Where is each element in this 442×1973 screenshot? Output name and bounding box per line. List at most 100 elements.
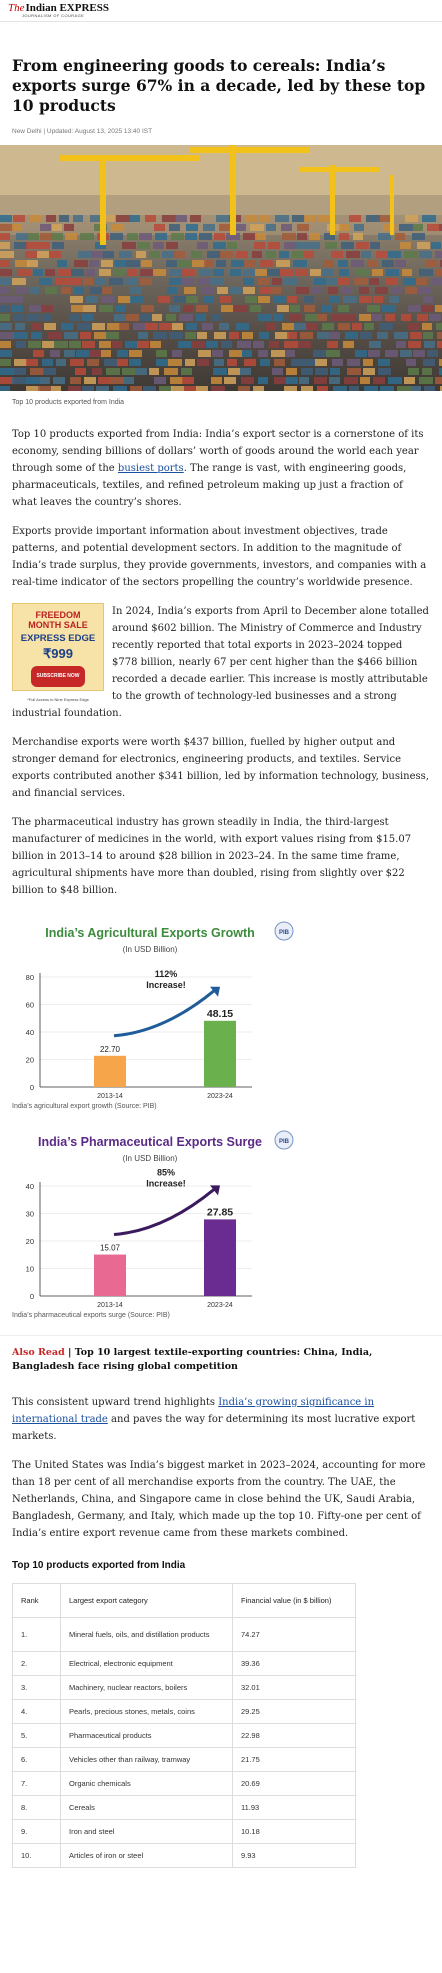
- paragraph-4: Merchandise exports were worth $437 bill…: [12, 737, 429, 799]
- pharma-exports-chart-svg: India’s Pharmaceutical Exports Surge (In …: [26, 1130, 294, 1309]
- rank-cell: 1.: [12, 1617, 61, 1652]
- y-tick-label: 10: [26, 1265, 34, 1274]
- also-read-link[interactable]: Top 10 largest textile-exporting countri…: [12, 1347, 373, 1372]
- paragraph-5: The pharmaceutical industry has grown st…: [12, 817, 412, 896]
- annotation-text: Increase!: [146, 1178, 186, 1188]
- busiest-ports-link[interactable]: busiest ports: [117, 463, 184, 474]
- pib-logo-text: PIB: [279, 930, 290, 936]
- rank-cell: 8.: [12, 1795, 61, 1820]
- category-cell: Vehicles other than railway, tramway: [60, 1747, 233, 1772]
- chart-subtitle: (In USD Billion): [123, 1154, 178, 1163]
- pib-logo-icon: [274, 921, 294, 941]
- subscribe-now-button[interactable]: SUBSCRIBE NOW: [31, 666, 85, 687]
- table-row: 6. Vehicles other than railway, tramway 21…: [12, 1747, 356, 1772]
- table-row: 4. Pearls, precious stones, metals, coins…: [12, 1699, 356, 1724]
- hero-image: [0, 145, 442, 391]
- table-row: 7. Organic chemicals 20.69: [12, 1771, 356, 1796]
- rank-cell: 7.: [12, 1771, 61, 1796]
- category-cell: Machinery, nuclear reactors, boilers: [60, 1675, 233, 1700]
- also-read-block[interactable]: Also Read | Top 10 largest textile-expor…: [0, 1335, 442, 1374]
- paragraph-7: The United States was India’s biggest ma…: [12, 1460, 426, 1539]
- article-meta: New Delhi | Updated: August 13, 2025 13:…: [12, 128, 153, 135]
- header-category: Largest export category: [60, 1583, 233, 1618]
- rank-cell: 10.: [12, 1843, 61, 1868]
- increase-arrow: [113, 1188, 215, 1237]
- rank-cell: 5.: [12, 1723, 61, 1748]
- agri-exports-chart: India’s Agricultural Exports Growth (In U…: [12, 917, 430, 1100]
- table-row: 8. Cereals 11.93: [12, 1795, 356, 1820]
- paragraph-3-with-ad: FREEDOM MONTH SALE EXPRESS EDGE ₹999 SUB…: [0, 603, 442, 722]
- annotation-percent: 85%: [157, 1167, 175, 1177]
- value-cell: 74.27: [232, 1617, 356, 1652]
- rank-cell: 9.: [12, 1819, 61, 1844]
- logo-the: The: [8, 2, 25, 14]
- table-row: 9. Iron and steel 10.18: [12, 1819, 356, 1844]
- y-tick-label: 40: [26, 1182, 34, 1191]
- chart-title: India’s Agricultural Exports Growth: [45, 926, 255, 940]
- hero-caption: Top 10 products exported from India: [12, 399, 125, 406]
- value-cell: 22.98: [232, 1723, 356, 1748]
- pib-logo-text: PIB: [279, 1139, 290, 1145]
- category-cell: Iron and steel: [60, 1819, 233, 1844]
- logo-name: Indian EXPRESS: [25, 2, 109, 14]
- chart2-caption: India’s pharmaceutical exports surge (So…: [12, 1312, 170, 1319]
- chart-title: India’s Pharmaceutical Exports Surge: [38, 1135, 262, 1149]
- value-cell: 10.18: [232, 1819, 356, 1844]
- header-rank: Rank: [12, 1583, 61, 1618]
- logo-tagline: JOURNALISM OF COURAGE: [22, 13, 85, 18]
- also-read-tag: Also Read: [12, 1347, 65, 1358]
- bar-value-label: 48.15: [207, 1008, 233, 1020]
- y-tick-label: 30: [26, 1210, 34, 1219]
- rank-cell: 4.: [12, 1699, 61, 1724]
- x-tick-label: 2013-14: [97, 1093, 123, 1100]
- value-cell: 9.93: [232, 1843, 356, 1868]
- y-tick-label: 60: [26, 1001, 34, 1010]
- rank-cell: 6.: [12, 1747, 61, 1772]
- category-cell: Cereals: [60, 1795, 233, 1820]
- paragraph-3: In 2024, India’s exports from April to D…: [12, 606, 429, 719]
- value-cell: 21.75: [232, 1747, 356, 1772]
- table-row: 5. Pharmaceutical products 22.98: [12, 1723, 356, 1748]
- bar-value-label: 15.07: [100, 1244, 121, 1253]
- bar: [94, 1055, 126, 1087]
- category-cell: Mineral fuels, oils, and distillation pr…: [60, 1617, 233, 1652]
- category-cell: Pharmaceutical products: [60, 1723, 233, 1748]
- port-illustration: [0, 145, 442, 391]
- arrowhead-icon: [210, 986, 220, 997]
- table-row: 1. Mineral fuels, oils, and distillation …: [12, 1617, 356, 1652]
- y-tick-label: 20: [26, 1056, 34, 1065]
- trade-significance-link[interactable]: India’s growing significance in internat…: [12, 1397, 375, 1425]
- paragraph-1: Top 10 products exported from India: Ind…: [12, 429, 424, 508]
- ad-product-name: EXPRESS EDGE: [20, 633, 96, 644]
- subscription-ad[interactable]: FREEDOM MONTH SALE EXPRESS EDGE ₹999 SUB…: [12, 603, 104, 702]
- y-tick-label: 20: [26, 1237, 34, 1246]
- paragraph-6: This consistent upward trend highlights …: [12, 1397, 416, 1442]
- site-header: The Indian EXPRESS JOURNALISM OF COURAGE: [0, 0, 442, 22]
- y-tick-label: 80: [26, 973, 34, 982]
- chart-subtitle: (In USD Billion): [123, 945, 178, 954]
- annotation-text: Increase!: [146, 980, 186, 990]
- header-value: Financial value (in $ billion): [232, 1583, 356, 1618]
- value-cell: 39.36: [232, 1651, 356, 1676]
- agri-exports-chart-svg: India’s Agricultural Exports Growth (In U…: [26, 921, 294, 1100]
- category-cell: Organic chemicals: [60, 1771, 233, 1796]
- paragraph-2: Exports provide important information ab…: [12, 526, 427, 588]
- site-logo[interactable]: The Indian EXPRESS JOURNALISM OF COURAGE: [8, 3, 109, 18]
- y-tick-label: 40: [26, 1028, 34, 1037]
- table-row: 10. Articles of iron or steel 9.93: [12, 1843, 356, 1868]
- rank-cell: 2.: [12, 1651, 61, 1676]
- pib-logo-icon: [274, 1130, 294, 1150]
- chart1-caption: India’s agricultural export growth (Sour…: [12, 1103, 157, 1110]
- category-cell: Electrical, electronic equipment: [60, 1651, 233, 1676]
- arrowhead-icon: [210, 1185, 220, 1196]
- table-title: Top 10 products exported from India: [12, 1560, 186, 1571]
- bar-value-label: 22.70: [100, 1045, 121, 1054]
- x-tick-label: 2023-24: [207, 1093, 233, 1100]
- bar: [204, 1020, 236, 1087]
- value-cell: 11.93: [232, 1795, 356, 1820]
- top-exports-table: Rank Largest export category Financial v…: [12, 1583, 356, 1868]
- value-cell: 32.01: [232, 1675, 356, 1700]
- ad-fine-print: *Full Access to Nine Express Edge: [27, 697, 89, 702]
- ad-sale-title: FREEDOM MONTH SALE: [28, 610, 88, 630]
- article-headline: From engineering goods to cereals: India…: [12, 56, 426, 115]
